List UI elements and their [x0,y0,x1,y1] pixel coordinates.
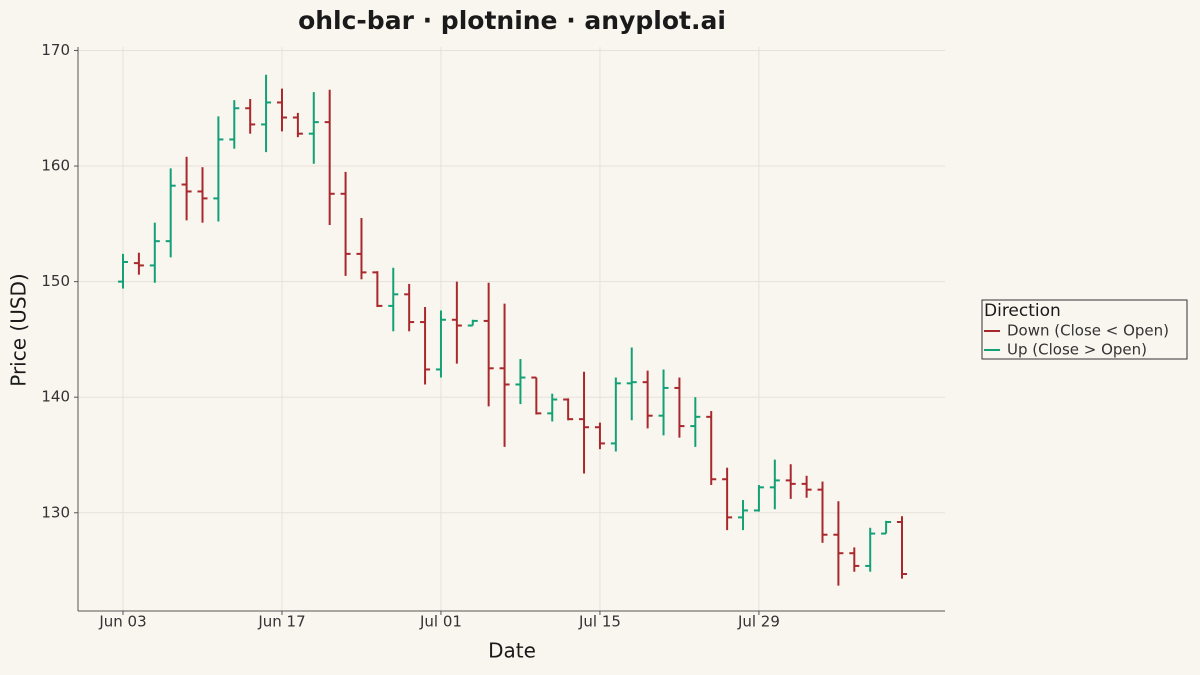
y-tick-label: 150 [41,272,70,290]
y-tick-label: 130 [41,503,70,521]
y-tick-label: 160 [41,157,70,175]
x-tick-label: Jul 01 [419,613,462,631]
x-tick-label: Jul 29 [737,613,780,631]
x-tick-label: Jun 17 [257,613,305,631]
legend-box [981,299,1188,360]
legend: Direction Down (Close < Open)Up (Close >… [981,299,1188,360]
y-tick-label: 170 [41,41,70,59]
x-axis-label: Date [488,639,536,663]
legend-title: Direction [984,301,1061,321]
chart-title: ohlc-bar · plotnine · anyplot.ai [298,6,726,35]
legend-label: Down (Close < Open) [1007,322,1169,340]
x-tick-label: Jun 03 [98,613,146,631]
y-axis-label: Price (USD) [7,273,31,387]
legend-label: Up (Close > Open) [1007,341,1147,359]
x-tick-label: Jul 15 [578,613,621,631]
y-tick-label: 140 [41,388,70,406]
